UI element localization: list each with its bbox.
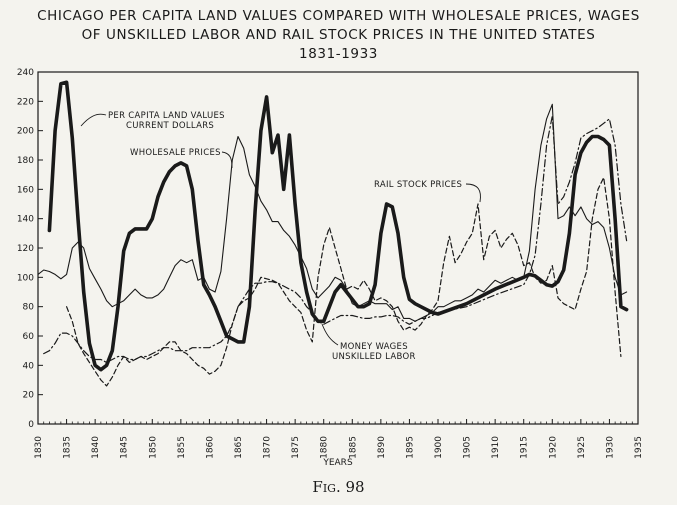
y-tick-label: 200 — [17, 127, 34, 137]
y-tick-label: 140 — [17, 215, 34, 225]
x-tick-label: 1910 — [491, 436, 501, 459]
y-tick-label: 0 — [28, 420, 34, 430]
x-tick-label: 1880 — [320, 436, 330, 459]
land-values-label-line-2: CURRENT DOLLARS — [126, 121, 214, 131]
x-tick-label: 1885 — [348, 436, 358, 459]
y-tick-label: 60 — [23, 332, 35, 342]
series-layer — [37, 80, 629, 387]
axes: 0 20 40 60 80 100 120 140 160 180 200 220 240 1830 183… — [17, 68, 644, 459]
y-tick-label: 220 — [17, 97, 34, 107]
x-tick-label: 1870 — [263, 436, 273, 459]
rail-stock-prices-leader — [465, 183, 481, 203]
x-tick-label: 1890 — [377, 436, 387, 459]
x-tick-label: 1875 — [291, 436, 301, 459]
series-line-dashed — [65, 177, 622, 387]
x-tick-label: 1855 — [177, 436, 187, 459]
wages-leader — [321, 323, 339, 346]
land-values-leader — [80, 113, 107, 127]
y-tick-label: 160 — [17, 185, 34, 195]
x-tick-label: 1920 — [548, 436, 558, 459]
land-values-label-line-1: PER CAPITA LAND VALUES — [108, 111, 225, 121]
x-tick-label: 1850 — [148, 436, 158, 459]
y-tick-label: 180 — [17, 156, 34, 166]
x-tick-label: 1925 — [577, 436, 587, 459]
x-tick-label: 1905 — [463, 436, 473, 459]
x-tick-label: 1895 — [405, 436, 415, 459]
x-tick-label: 1865 — [234, 436, 244, 459]
x-tick-label: 1830 — [34, 436, 44, 459]
x-tick-label: 1835 — [63, 436, 73, 459]
series-line-thin-solid — [37, 103, 628, 322]
x-tick-label: 1915 — [520, 436, 530, 459]
series-line-thick-solid — [47, 80, 629, 372]
x-tick-label: 1900 — [434, 436, 444, 459]
x-tick-label: 1845 — [120, 436, 130, 459]
chart-title-line-1: CHICAGO PER CAPITA LAND VALUES COMPARED … — [37, 8, 640, 24]
wages-label-line-2: UNSKILLED LABOR — [332, 352, 416, 362]
x-tick-label: 1860 — [205, 436, 215, 459]
wholesale-prices-label: WHOLESALE PRICES — [130, 148, 221, 158]
y-tick-label: 240 — [17, 68, 34, 78]
wholesale-prices-leader — [221, 151, 233, 169]
x-tick-label: 1935 — [634, 436, 644, 459]
rail-stock-prices-label: RAIL STOCK PRICES — [374, 180, 462, 190]
chart-title-line-3: 1831-1933 — [299, 46, 378, 62]
y-tick-label: 80 — [23, 303, 35, 313]
y-tick-label: 100 — [17, 273, 34, 283]
x-tick-label: 1930 — [605, 436, 615, 459]
y-tick-label: 20 — [23, 391, 35, 401]
x-tick-label: 1840 — [91, 436, 101, 459]
wages-label-line-1: MONEY WAGES — [340, 342, 408, 352]
x-axis-label: YEARS — [322, 458, 353, 468]
y-tick-label: 120 — [17, 244, 34, 254]
figure-caption: Fig. 98 — [312, 478, 365, 496]
series-line-dash-dot — [43, 115, 628, 363]
y-tick-label: 40 — [23, 361, 35, 371]
chart-title-line-2: OF UNSKILLED LABOR AND RAIL STOCK PRICES… — [81, 27, 596, 43]
